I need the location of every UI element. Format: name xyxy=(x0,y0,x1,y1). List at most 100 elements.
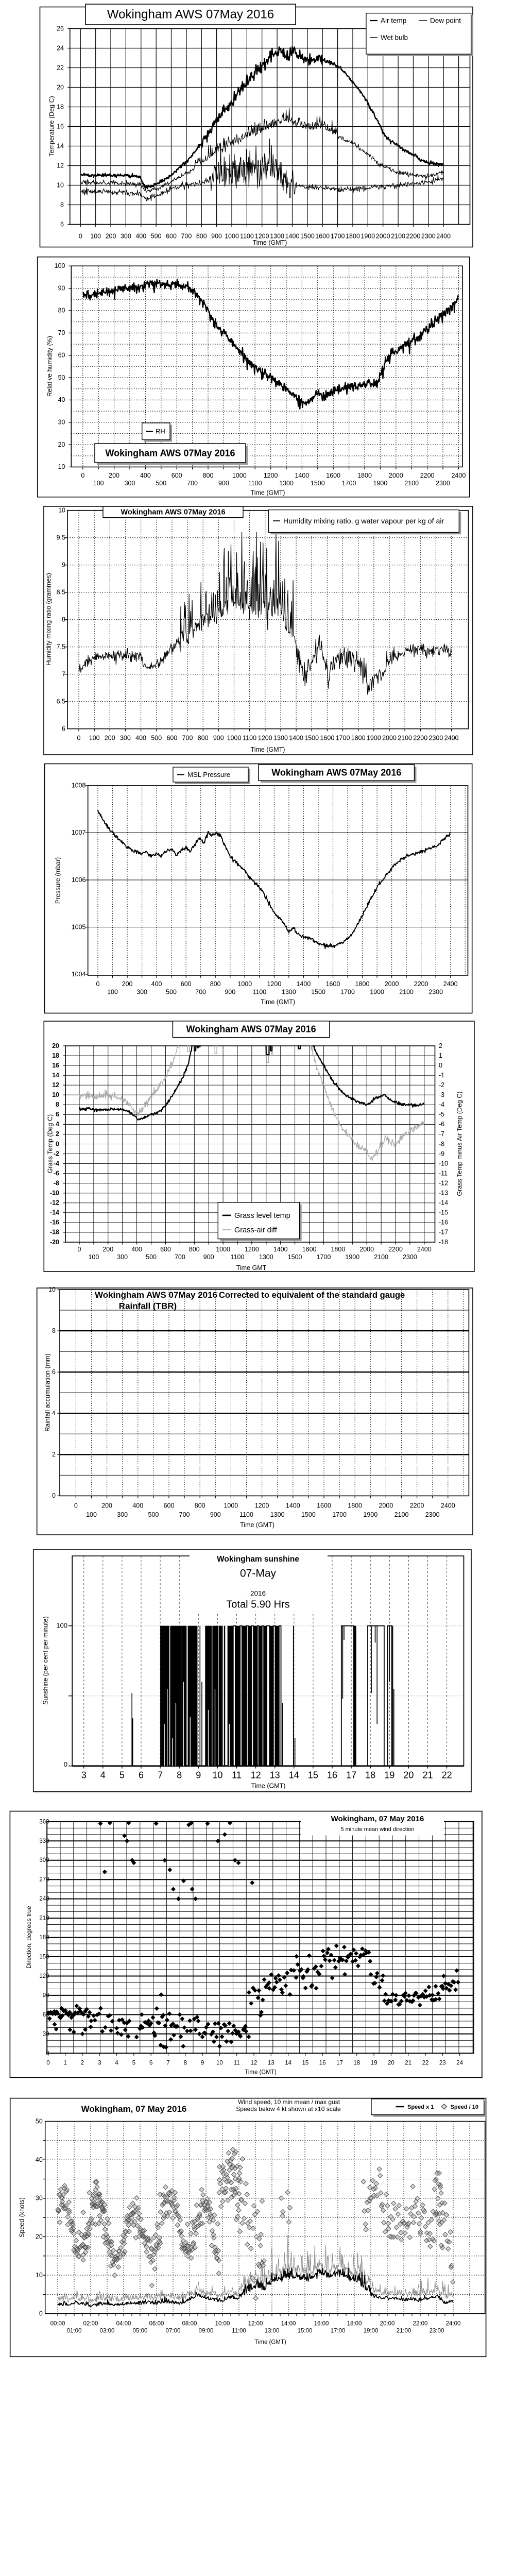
svg-text:-18: -18 xyxy=(50,1229,59,1236)
svg-text:2: 2 xyxy=(439,1042,442,1049)
svg-text:600: 600 xyxy=(166,734,177,741)
svg-text:1500: 1500 xyxy=(311,480,325,487)
svg-text:2000: 2000 xyxy=(385,980,399,988)
svg-text:900: 900 xyxy=(210,1511,221,1518)
svg-text:8: 8 xyxy=(62,616,65,623)
svg-text:0: 0 xyxy=(79,232,82,240)
svg-text:300: 300 xyxy=(120,734,131,741)
svg-text:21:00: 21:00 xyxy=(397,2328,411,2334)
svg-text:6.5: 6.5 xyxy=(57,698,65,705)
svg-text:2100: 2100 xyxy=(404,480,419,487)
svg-text:22:00: 22:00 xyxy=(413,2321,428,2327)
svg-text:11:00: 11:00 xyxy=(232,2328,246,2334)
svg-text:30: 30 xyxy=(36,2195,43,2202)
svg-text:-5: -5 xyxy=(439,1111,444,1118)
svg-text:1000: 1000 xyxy=(227,734,242,741)
svg-text:21: 21 xyxy=(405,2060,411,2066)
svg-text:2: 2 xyxy=(56,1130,59,1138)
svg-text:17: 17 xyxy=(336,2060,343,2066)
svg-text:26: 26 xyxy=(57,25,64,32)
svg-text:Speed x 1: Speed x 1 xyxy=(407,2104,434,2110)
svg-text:2016: 2016 xyxy=(250,1590,266,1598)
svg-text:600: 600 xyxy=(160,1246,171,1253)
svg-text:18: 18 xyxy=(353,2060,360,2066)
svg-text:03:00: 03:00 xyxy=(100,2328,115,2334)
svg-text:Corrected to equivalent of the: Corrected to equivalent of the standard … xyxy=(219,1291,405,1300)
svg-text:1300: 1300 xyxy=(279,480,294,487)
svg-text:500: 500 xyxy=(151,232,162,240)
svg-text:04:00: 04:00 xyxy=(116,2321,131,2327)
svg-text:2400: 2400 xyxy=(444,734,459,741)
svg-text:900: 900 xyxy=(203,1253,214,1261)
svg-text:50: 50 xyxy=(36,2117,43,2125)
svg-text:1100: 1100 xyxy=(248,480,262,487)
svg-text:Time (GMT): Time (GMT) xyxy=(245,2070,277,2076)
svg-text:17:00: 17:00 xyxy=(331,2328,346,2334)
svg-text:8: 8 xyxy=(56,1101,59,1108)
svg-text:0: 0 xyxy=(77,734,81,741)
svg-text:7: 7 xyxy=(62,670,65,677)
svg-text:200: 200 xyxy=(105,734,115,741)
svg-text:1300: 1300 xyxy=(270,1511,285,1518)
svg-text:4: 4 xyxy=(56,1121,59,1128)
svg-text:700: 700 xyxy=(187,480,198,487)
svg-text:13:00: 13:00 xyxy=(265,2328,280,2334)
svg-text:1700: 1700 xyxy=(340,988,355,995)
svg-text:1500: 1500 xyxy=(304,734,319,741)
svg-text:7: 7 xyxy=(158,1770,163,1780)
svg-text:0: 0 xyxy=(56,1140,59,1147)
svg-text:Speed / 10: Speed / 10 xyxy=(451,2104,478,2110)
svg-text:4: 4 xyxy=(115,2060,118,2066)
svg-text:19: 19 xyxy=(384,1770,394,1780)
svg-text:Rainfall (TBR): Rainfall (TBR) xyxy=(119,1301,177,1311)
svg-text:2300: 2300 xyxy=(421,232,436,240)
svg-text:Time (GMT): Time (GMT) xyxy=(251,489,285,496)
svg-text:2400: 2400 xyxy=(417,1246,432,1253)
svg-text:1100: 1100 xyxy=(231,1253,245,1261)
svg-text:2200: 2200 xyxy=(420,472,435,479)
svg-text:1900: 1900 xyxy=(370,988,384,995)
svg-text:210: 210 xyxy=(39,1916,49,1922)
svg-text:Grass Temp (Deg C): Grass Temp (Deg C) xyxy=(46,1114,54,1173)
svg-text:40: 40 xyxy=(36,2156,43,2163)
svg-text:20: 20 xyxy=(57,83,64,91)
svg-text:1700: 1700 xyxy=(342,480,356,487)
svg-text:18:00: 18:00 xyxy=(347,2321,362,2327)
svg-text:Rainfall accumulation (mm): Rainfall accumulation (mm) xyxy=(44,1353,51,1431)
svg-text:1: 1 xyxy=(439,1052,442,1059)
svg-text:1500: 1500 xyxy=(311,988,325,995)
svg-text:1400: 1400 xyxy=(273,1246,288,1253)
svg-text:200: 200 xyxy=(109,472,119,479)
svg-text:7: 7 xyxy=(166,2060,169,2066)
svg-text:1800: 1800 xyxy=(348,1502,362,1510)
svg-text:Time (GMT): Time (GMT) xyxy=(254,2340,286,2346)
svg-text:700: 700 xyxy=(181,232,192,240)
svg-text:2200: 2200 xyxy=(388,1246,403,1253)
svg-text:2000: 2000 xyxy=(379,1502,393,1510)
svg-text:6: 6 xyxy=(139,1770,144,1780)
svg-text:Wokingham AWS 07May 2016: Wokingham AWS 07May 2016 xyxy=(271,767,401,777)
svg-text:15: 15 xyxy=(302,2060,309,2066)
svg-text:90: 90 xyxy=(43,1992,49,1998)
svg-text:500: 500 xyxy=(151,734,162,741)
svg-text:900: 900 xyxy=(218,480,229,487)
svg-text:-6: -6 xyxy=(439,1121,444,1128)
svg-text:24: 24 xyxy=(456,2060,463,2066)
svg-text:2100: 2100 xyxy=(374,1253,388,1261)
svg-text:14: 14 xyxy=(52,1072,59,1079)
svg-text:Wokingham AWS 07May 2016: Wokingham AWS 07May 2016 xyxy=(186,1024,316,1034)
svg-text:Sunshine (per cent per minute): Sunshine (per cent per minute) xyxy=(42,1616,49,1705)
svg-text:20: 20 xyxy=(388,2060,394,2066)
svg-text:100: 100 xyxy=(107,988,118,995)
svg-text:2400: 2400 xyxy=(436,232,451,240)
svg-text:18: 18 xyxy=(365,1770,375,1780)
svg-text:900: 900 xyxy=(213,734,224,741)
svg-text:50: 50 xyxy=(58,374,65,381)
svg-text:60: 60 xyxy=(58,351,65,359)
svg-text:800: 800 xyxy=(210,980,221,988)
svg-text:3: 3 xyxy=(81,1770,87,1780)
svg-text:1800: 1800 xyxy=(355,980,370,988)
svg-text:08:00: 08:00 xyxy=(182,2321,197,2327)
svg-text:1800: 1800 xyxy=(331,1246,345,1253)
svg-text:800: 800 xyxy=(195,1502,205,1510)
